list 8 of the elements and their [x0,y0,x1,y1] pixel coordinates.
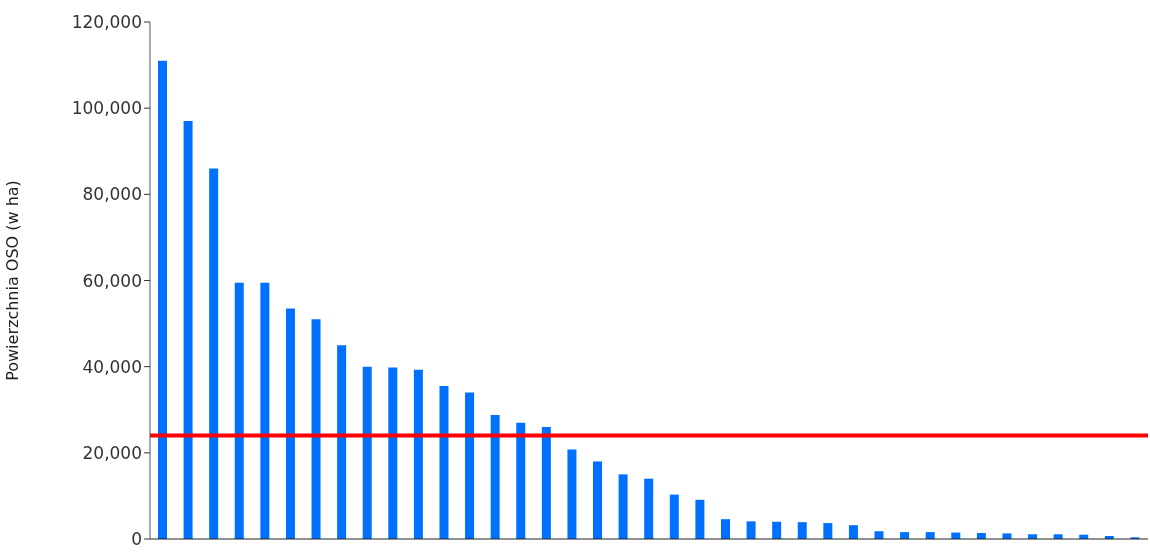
y-tick-label: 40,000 [82,356,142,377]
y-axis-title: Powierzchnia OSO (w ha) [2,180,22,381]
y-tick-label: 60,000 [82,270,142,291]
y-tick-label: 100,000 [71,98,142,119]
y-tick-label: 120,000 [71,12,142,33]
y-tick-label: 80,000 [82,184,142,205]
y-tick-label: 20,000 [82,442,142,463]
y-tick-label: 0 [131,529,142,550]
